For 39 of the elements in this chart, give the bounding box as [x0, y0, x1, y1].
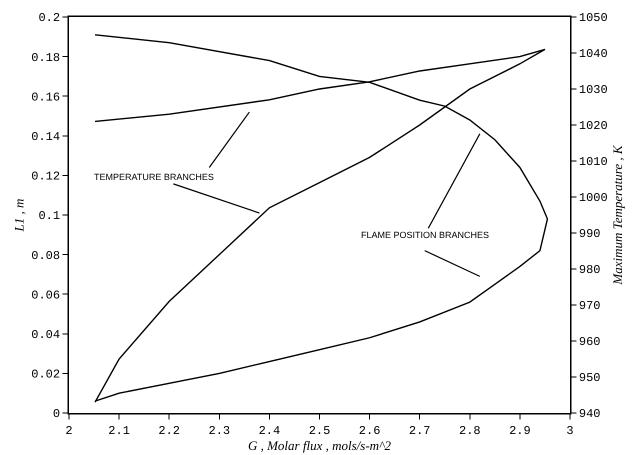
x-tick-label: 2.5: [308, 424, 330, 438]
y2-tick-label: 1040: [578, 47, 608, 62]
annotation: TEMPERATURE BRANCHES: [94, 172, 214, 182]
x-tick-label: 2.8: [458, 424, 481, 438]
x-tick-label: 2.2: [158, 424, 180, 438]
x-tick-label: 3: [566, 424, 574, 438]
y2-tick-label: 980: [578, 263, 601, 278]
x-tick-label: 2.4: [258, 424, 280, 438]
y2-axis-title: Maximum Temperature , K: [610, 144, 626, 286]
y-tick-label: 0.14: [31, 130, 60, 144]
y-tick-label: 0.06: [31, 288, 60, 302]
annotation: FLAME POSITION BRANCHES: [361, 230, 490, 240]
y2-tick-label: 1050: [578, 11, 608, 26]
y-tick-label: 0.12: [31, 170, 60, 184]
y-tick-label: 0: [52, 407, 60, 422]
x-tick-label: 2.7: [408, 424, 431, 438]
x-tick-label: 2.1: [108, 424, 130, 438]
x-tick-label: 2.9: [509, 424, 531, 438]
y-axis-title: L1 , m: [11, 198, 26, 232]
x-tick-label: 2: [65, 424, 73, 438]
y2-tick-label: 950: [578, 371, 601, 386]
y2-tick-label: 1010: [578, 155, 608, 170]
y2-tick-label: 990: [578, 227, 601, 242]
y-tick-label: 0.04: [31, 328, 60, 342]
y-tick-label: 0.16: [31, 90, 60, 104]
y2-tick-label: 1030: [578, 83, 608, 98]
y-tick-label: 0.2: [38, 11, 60, 26]
x-tick-label: 2.6: [358, 424, 380, 438]
x-axis-title: G , Molar flux , mols/s-m^2: [248, 438, 392, 453]
y-tick-label: 0.02: [31, 368, 60, 382]
y2-tick-label: 940: [578, 407, 601, 422]
y-tick-label: 0.1: [38, 209, 60, 224]
y2-tick-label: 960: [578, 335, 601, 350]
y2-tick-label: 1000: [578, 191, 608, 206]
y-tick-label: 0.08: [31, 248, 60, 263]
y2-tick-label: 970: [578, 299, 601, 314]
y2-tick-label: 1020: [578, 119, 608, 134]
x-tick-label: 2.3: [208, 424, 230, 438]
y-tick-label: 0.18: [31, 50, 60, 65]
